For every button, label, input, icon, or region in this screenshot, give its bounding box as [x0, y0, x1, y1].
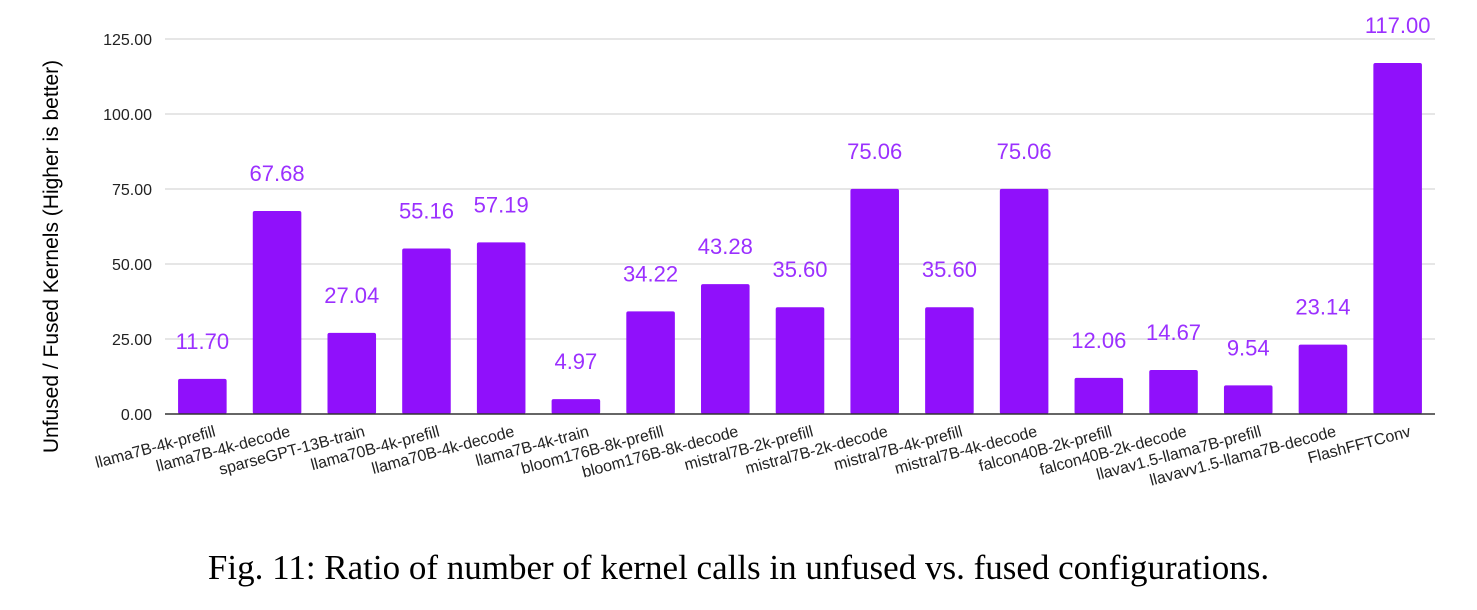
data-label: 35.60: [772, 257, 827, 282]
data-label: 27.04: [324, 283, 379, 308]
y-tick-label: 125.00: [103, 32, 152, 49]
data-label: 14.67: [1146, 320, 1201, 345]
data-label: 34.22: [623, 261, 678, 286]
bar: [1223, 385, 1273, 414]
y-axis-title: Unfused / Fused Kernels (Higher is bette…: [40, 60, 63, 453]
bars: [178, 63, 1422, 414]
bar: [252, 210, 302, 414]
data-label: 23.14: [1295, 295, 1350, 320]
bar: [626, 311, 675, 414]
y-axis-ticks: 0.00 25.00 50.00 75.00 100.00 125.00: [103, 32, 152, 424]
figure-caption: Fig. 11: Ratio of number of kernel calls…: [207, 548, 1270, 587]
data-label: 43.28: [698, 234, 753, 259]
y-tick-label: 0.00: [121, 407, 152, 424]
bar: [775, 307, 825, 414]
data-label: 117.00: [1365, 13, 1431, 38]
bar-chart: 0.00 25.00 50.00 75.00 100.00 125.00 11.70 67.…: [40, 13, 1435, 490]
bar: [1298, 344, 1348, 414]
bar: [1149, 369, 1198, 414]
data-label: 12.06: [1071, 328, 1126, 353]
data-label: 57.19: [474, 192, 529, 217]
data-label: 67.68: [250, 161, 305, 186]
bar: [1373, 63, 1422, 414]
data-label: 11.70: [176, 329, 229, 354]
bar: [476, 242, 526, 414]
y-tick-label: 25.00: [112, 332, 152, 349]
bar: [327, 332, 377, 414]
value-labels: 11.70 67.68 27.04 55.16 57.19 4.97 34.22 43.28 3…: [176, 13, 1431, 374]
data-label: 4.97: [554, 349, 597, 374]
bar: [925, 307, 974, 414]
gridlines: [165, 38, 1435, 340]
y-tick-label: 100.00: [103, 107, 152, 124]
data-label: 35.60: [922, 257, 977, 282]
bar: [402, 248, 451, 414]
data-label: 55.16: [399, 199, 454, 224]
y-tick-label: 50.00: [112, 257, 152, 274]
data-label: 75.06: [847, 139, 902, 164]
data-label: 9.54: [1227, 335, 1270, 360]
bar: [178, 378, 227, 414]
bar: [1074, 377, 1124, 414]
data-label: 75.06: [997, 139, 1052, 164]
bar: [999, 188, 1049, 414]
bar: [701, 284, 750, 414]
x-axis-tick-labels: llama7B-4k-prefillllama7B-4k-decodespars…: [94, 423, 1413, 489]
y-tick-label: 75.00: [112, 182, 152, 199]
bar: [850, 188, 899, 414]
bar: [551, 399, 601, 414]
